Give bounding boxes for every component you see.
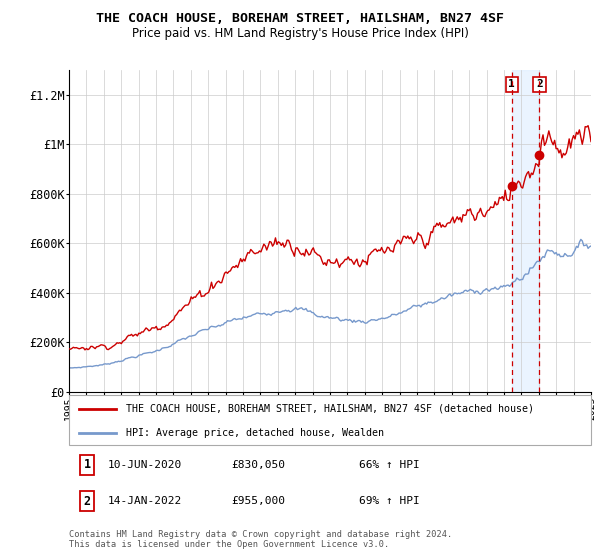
Text: Price paid vs. HM Land Registry's House Price Index (HPI): Price paid vs. HM Land Registry's House …	[131, 27, 469, 40]
Text: HPI: Average price, detached house, Wealden: HPI: Average price, detached house, Weal…	[127, 428, 385, 437]
Text: 14-JAN-2022: 14-JAN-2022	[108, 496, 182, 506]
Text: Contains HM Land Registry data © Crown copyright and database right 2024.
This d: Contains HM Land Registry data © Crown c…	[69, 530, 452, 549]
Text: 66% ↑ HPI: 66% ↑ HPI	[359, 460, 419, 470]
Text: £955,000: £955,000	[231, 496, 285, 506]
Text: 2: 2	[84, 494, 91, 508]
Text: 1: 1	[508, 80, 515, 90]
Text: THE COACH HOUSE, BOREHAM STREET, HAILSHAM, BN27 4SF (detached house): THE COACH HOUSE, BOREHAM STREET, HAILSHA…	[127, 404, 535, 414]
FancyBboxPatch shape	[69, 395, 591, 445]
Text: 1: 1	[84, 458, 91, 472]
Text: 69% ↑ HPI: 69% ↑ HPI	[359, 496, 419, 506]
Text: £830,050: £830,050	[231, 460, 285, 470]
Bar	[512, 70, 539, 392]
Text: THE COACH HOUSE, BOREHAM STREET, HAILSHAM, BN27 4SF: THE COACH HOUSE, BOREHAM STREET, HAILSHA…	[96, 12, 504, 25]
Text: 10-JUN-2020: 10-JUN-2020	[108, 460, 182, 470]
Text: 2: 2	[536, 80, 543, 90]
